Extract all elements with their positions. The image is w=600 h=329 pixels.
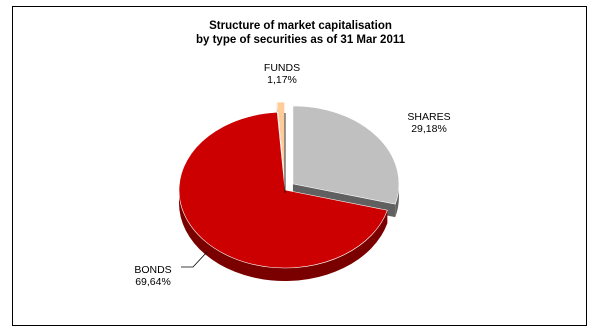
label-shares-name: SHARES — [407, 111, 450, 123]
leader-line-bonds — [181, 251, 208, 268]
pie-slices — [178, 101, 400, 282]
label-shares-value: 29,18% — [411, 123, 447, 135]
chart-title: Structure of market capitalisation by ty… — [13, 19, 588, 47]
slice-bonds — [178, 111, 388, 269]
label-bonds-name: BONDS — [134, 264, 171, 276]
chart-title-line2: by type of securities as of 31 Mar 2011 — [195, 34, 406, 46]
label-funds-value: 1,17% — [267, 74, 297, 86]
label-funds-name: FUNDS — [264, 62, 300, 74]
slice-side-bonds — [178, 190, 388, 282]
slice-funds — [276, 101, 285, 181]
chart-title-line1: Structure of market capitalisation — [209, 20, 392, 32]
slice-shares — [292, 105, 400, 205]
slice-side-shares — [395, 183, 399, 218]
label-bonds-value: 69,64% — [135, 276, 171, 288]
